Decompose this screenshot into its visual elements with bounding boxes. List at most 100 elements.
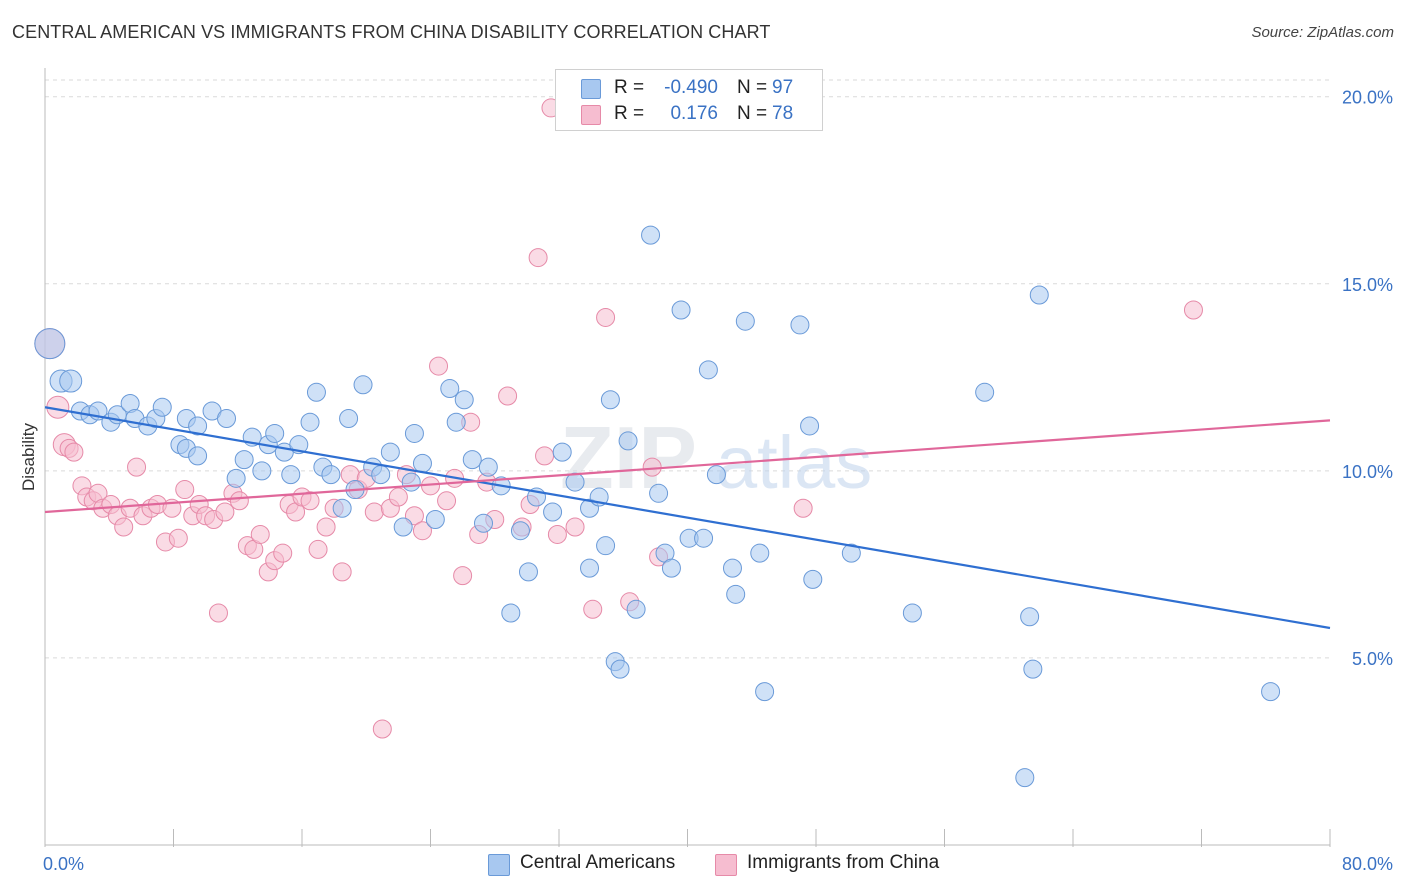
point-central-american	[446, 412, 466, 432]
point-immigrant-from-china	[208, 603, 228, 623]
y-tick-label: 10.0%	[1342, 462, 1393, 482]
r-value: -0.490	[664, 77, 718, 98]
point-central-american	[803, 569, 823, 589]
y-axis-title: Disability	[19, 422, 38, 491]
point-immigrant-from-china	[528, 248, 548, 268]
point-central-american	[217, 408, 237, 428]
point-central-american	[306, 382, 326, 402]
point-immigrant-from-china	[308, 539, 328, 559]
point-central-american	[478, 457, 498, 477]
point-central-american	[618, 431, 638, 451]
y-tick-label: 20.0%	[1342, 88, 1393, 108]
point-immigrant-from-china	[372, 719, 392, 739]
point-immigrant-from-china	[404, 506, 424, 526]
point-central-american	[234, 450, 254, 470]
point-central-american	[300, 412, 320, 432]
point-central-american	[580, 558, 600, 578]
point-immigrant-from-china	[437, 491, 457, 511]
source-credit: Source: ZipAtlas.com	[1251, 24, 1394, 41]
point-immigrant-from-china	[215, 502, 235, 522]
axes	[44, 68, 1331, 847]
point-immigrant-from-china	[642, 457, 662, 477]
bottom-legend-swatch-blue	[488, 854, 510, 876]
y-tick-label: 15.0%	[1342, 275, 1393, 295]
point-immigrant-from-china	[793, 498, 813, 518]
point-central-american	[1020, 607, 1040, 627]
point-central-american	[501, 603, 521, 623]
legend-swatch-blue	[581, 79, 601, 99]
point-central-american	[510, 521, 530, 541]
point-central-american	[1261, 682, 1281, 702]
point-central-american	[661, 558, 681, 578]
point-central-american	[1029, 285, 1049, 305]
point-central-american	[552, 442, 572, 462]
chart-title: CENTRAL AMERICAN VS IMMIGRANTS FROM CHIN…	[12, 22, 771, 42]
point-central-american	[440, 379, 460, 399]
tick-labels: 5.0% 10.0% 15.0% 20.0% 0.0% 80.0%	[43, 88, 1393, 874]
r-label: R =	[614, 77, 645, 98]
point-immigrant-from-china	[596, 307, 616, 327]
point-immigrant-from-china	[168, 528, 188, 548]
point-immigrant-from-china	[250, 524, 270, 544]
r-label: R =	[614, 103, 645, 124]
point-central-american	[722, 558, 742, 578]
y-tick-label: 5.0%	[1352, 649, 1393, 669]
point-central-american	[281, 465, 301, 485]
point-immigrant-from-china	[300, 491, 320, 511]
point-central-american	[596, 536, 616, 556]
point-central-american	[626, 599, 646, 619]
point-central-american	[671, 300, 691, 320]
point-immigrant-from-china	[127, 457, 147, 477]
point-immigrant-from-china	[412, 521, 432, 541]
point-immigrant-from-china	[175, 480, 195, 500]
point-central-american	[755, 682, 775, 702]
point-central-american	[735, 311, 755, 331]
point-central-american	[518, 562, 538, 582]
legend-row-immigrants-from-china: R = 0.176 N = 78	[556, 101, 822, 127]
point-central-american	[641, 225, 661, 245]
point-central-american	[790, 315, 810, 335]
point-immigrant-from-china	[64, 442, 84, 462]
point-immigrant-from-china	[229, 491, 249, 511]
point-immigrant-from-china	[1183, 300, 1203, 320]
point-central-american	[332, 498, 352, 518]
point-central-american	[412, 453, 432, 473]
bottom-legend-label: Immigrants from China	[747, 852, 940, 873]
point-central-american	[34, 328, 66, 360]
point-central-american	[975, 382, 995, 402]
trend-lines	[44, 406, 1331, 630]
point-immigrant-from-china	[364, 502, 384, 522]
point-central-american	[393, 517, 413, 537]
series-central-americans	[34, 225, 1281, 788]
point-central-american	[404, 423, 424, 443]
point-central-american	[565, 472, 585, 492]
point-central-american	[474, 513, 494, 533]
point-central-american	[726, 584, 746, 604]
point-immigrant-from-china	[316, 517, 336, 537]
n-label: N =	[737, 77, 768, 98]
point-immigrant-from-china	[388, 487, 408, 507]
point-central-american	[694, 528, 714, 548]
point-central-american	[380, 442, 400, 462]
point-central-american	[371, 465, 391, 485]
point-immigrant-from-china	[498, 386, 518, 406]
point-central-american	[543, 502, 563, 522]
point-central-american	[610, 659, 630, 679]
n-value: 78	[772, 103, 794, 124]
point-central-american	[321, 465, 341, 485]
point-central-american	[706, 465, 726, 485]
legend-row-central-americans: R = -0.490 N = 97	[556, 75, 822, 101]
point-central-american	[353, 375, 373, 395]
point-immigrant-from-china	[332, 562, 352, 582]
x-tick-label-max: 80.0%	[1342, 854, 1393, 874]
point-central-american	[226, 468, 246, 488]
point-central-american	[800, 416, 820, 436]
point-central-american	[152, 397, 172, 417]
point-immigrant-from-china	[273, 543, 293, 563]
point-immigrant-from-china	[583, 599, 603, 619]
legend-swatch-pink	[581, 105, 601, 125]
point-central-american	[600, 390, 620, 410]
trend-line-immigrants-from-china	[44, 419, 1331, 514]
r-value: 0.176	[670, 103, 718, 124]
